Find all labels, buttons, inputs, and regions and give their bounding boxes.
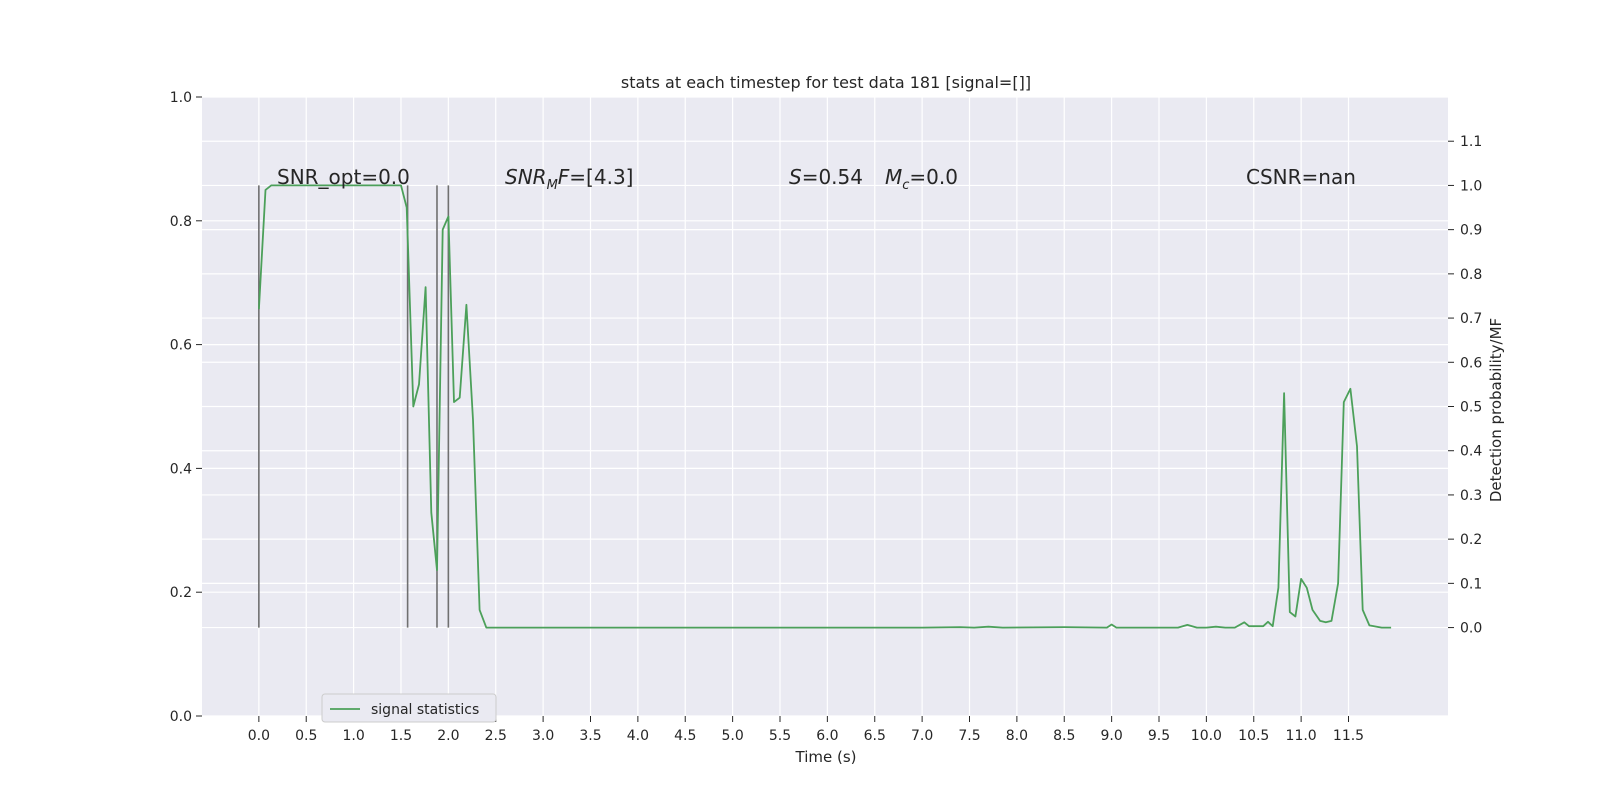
legend-label: signal statistics	[371, 702, 479, 718]
y-left-tick-label: 1.0	[170, 90, 192, 106]
annotation-snr-mf-f: F	[558, 165, 570, 189]
annotation-mc-symbol: M	[885, 165, 902, 189]
y-left-tick-label: 0.6	[170, 338, 192, 354]
x-tick-label: 0.0	[248, 728, 270, 744]
annotation-mc-value: =0.0	[909, 165, 958, 189]
legend-box	[321, 693, 497, 723]
y-right-tick-label: 0.0	[1460, 621, 1482, 637]
x-tick-label: 5.0	[721, 728, 743, 744]
series-line	[258, 184, 1392, 629]
x-tick-label: 6.5	[864, 728, 886, 744]
y-axis-right-label: Detection probability/MF	[1487, 318, 1505, 502]
x-tick-label: 7.5	[958, 728, 980, 744]
x-axis-label: Time (s)	[795, 748, 857, 766]
y-right-tick-label: 0.8	[1460, 267, 1482, 283]
y-left-tick-label: 0.2	[170, 585, 192, 601]
chart-title: stats at each timestep for test data 181…	[621, 73, 1031, 92]
legend: signal statistics	[321, 693, 497, 723]
y-right-tick-label: 0.7	[1460, 311, 1482, 327]
x-tick-label: 4.0	[627, 728, 649, 744]
x-tick-label: 3.5	[579, 728, 601, 744]
x-tick-label: 10.5	[1238, 728, 1269, 744]
x-tick-label: 8.5	[1053, 728, 1075, 744]
y-right-tick-label: 1.0	[1460, 178, 1482, 194]
annotation-csnr: CSNR=nan	[1246, 165, 1356, 189]
x-tick-label: 1.0	[342, 728, 364, 744]
x-tick-label: 0.5	[295, 728, 317, 744]
x-tick-label: 9.0	[1100, 728, 1122, 744]
x-tick-label: 5.5	[769, 728, 791, 744]
x-tick-label: 1.5	[390, 728, 412, 744]
series-layer	[258, 184, 1392, 629]
y-right-tick-label: 0.6	[1460, 355, 1482, 371]
x-tick-label: 2.5	[485, 728, 507, 744]
y-left-tick-label: 0.8	[170, 214, 192, 230]
annotation-mc: Mc=0.0	[885, 165, 958, 193]
x-tick-label: 8.0	[1006, 728, 1028, 744]
x-tick-label: 4.5	[674, 728, 696, 744]
annotation-snr-mf: SNRMF=[4.3]	[505, 165, 633, 193]
annotation-snr-mf-value: =[4.3]	[569, 165, 633, 189]
x-tick-label: 6.0	[816, 728, 838, 744]
y-right-tick-label: 0.4	[1460, 444, 1482, 460]
annotation-s-value: =0.54	[802, 165, 863, 189]
annotation-mc-subscript: c	[902, 178, 909, 193]
y-right-tick-label: 0.3	[1460, 488, 1482, 504]
y-right-tick-label: 1.1	[1460, 134, 1482, 150]
y-axis-right-ticks: 0.0 0.1 0.2 0.3 0.4 0.5 0.6 0.7 0.8 0.9 1.0 1.1	[1448, 134, 1482, 637]
x-tick-label: 2.0	[437, 728, 459, 744]
x-tick-label: 3.0	[532, 728, 554, 744]
x-tick-label: 11.5	[1333, 728, 1364, 744]
y-left-tick-label: 0.4	[170, 461, 192, 477]
x-tick-label: 7.0	[911, 728, 933, 744]
y-axis-left-ticks: 0.0 0.2 0.4 0.6 0.8 1.0	[170, 90, 202, 725]
annotation-snr-opt: SNR_opt=0.0	[277, 165, 410, 189]
gridlines	[202, 96, 1448, 717]
x-tick-label: 10.0	[1191, 728, 1222, 744]
x-axis-ticks: 0.0 0.5 1.0 1.5 2.0 2.5 3.0 3.5 4.0 4.5 5.0 5.5 6.0 6…	[248, 716, 1364, 744]
y-right-tick-label: 0.5	[1460, 400, 1482, 416]
annotation-snr-mf-symbol: SNR	[505, 165, 547, 189]
y-left-tick-label: 0.0	[170, 709, 192, 725]
annotation-snr-mf-subscript: M	[547, 178, 558, 193]
y-right-tick-label: 0.9	[1460, 223, 1482, 239]
y-right-tick-label: 0.2	[1460, 532, 1482, 548]
x-tick-label: 11.0	[1286, 728, 1317, 744]
annotation-s-symbol: S	[789, 165, 802, 189]
annotation-s: S=0.54	[789, 165, 863, 189]
x-tick-label: 9.5	[1148, 728, 1170, 744]
y-right-tick-label: 0.1	[1460, 576, 1482, 592]
